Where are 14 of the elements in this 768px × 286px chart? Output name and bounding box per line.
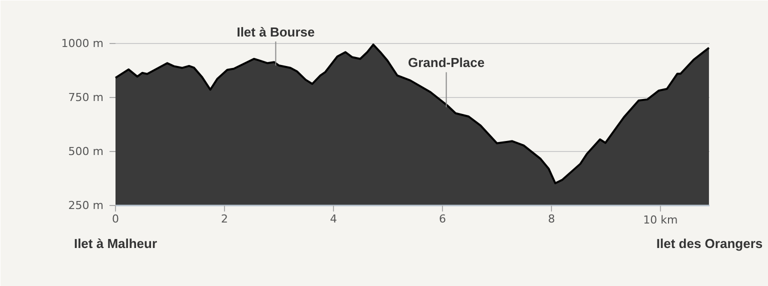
annotation: Ilet à Bourse: [236, 24, 315, 40]
x-tick-label: 0: [112, 212, 119, 226]
x-tick-label: 2: [220, 212, 228, 226]
x-tick-label: 4: [330, 212, 337, 226]
x-tick-label: 8: [548, 212, 555, 226]
y-tick-label: 750 m: [68, 91, 104, 104]
text: Ilet des Orangers: [656, 236, 763, 251]
text: Ilet à Malheur: [74, 236, 158, 251]
y-tick-label: 1000 m: [61, 37, 104, 50]
x-tick-label: 10 km: [643, 214, 678, 226]
x-tick-label: 6: [438, 212, 446, 226]
annotation: Grand-Place: [408, 55, 485, 70]
y-tick-label: 500 m: [68, 145, 104, 158]
y-tick-label: 250 m: [68, 199, 104, 212]
